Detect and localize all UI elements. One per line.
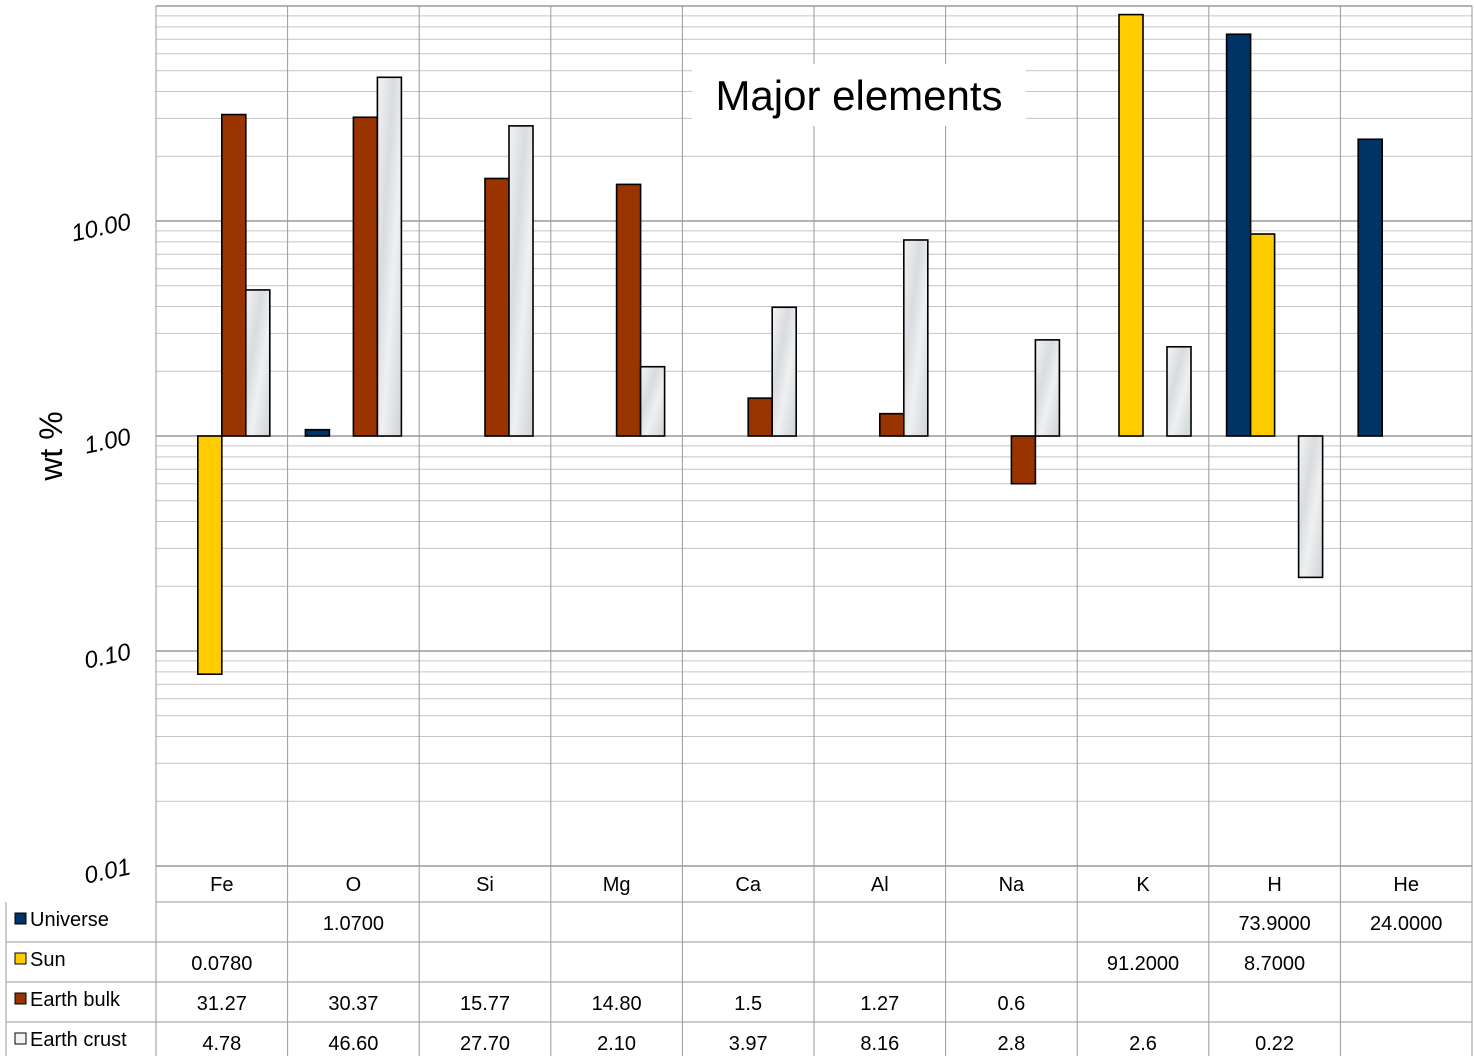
bar-earth-crust-ca [771,306,798,437]
bars [197,13,1383,675]
table-cell: 3.97 [729,1033,768,1055]
bar-earth-bulk-ca [747,397,774,437]
y-tick-label: 0.01 [82,853,133,889]
y-tick-label: 0.10 [82,638,134,674]
category-label: Na [999,874,1025,896]
bar-earth-crust-na [1034,339,1061,437]
table-cell: 91.2000 [1107,953,1179,975]
category-label: Al [871,874,889,896]
table-cell: 2.6 [1129,1033,1157,1055]
bar-earth-bulk-al [878,412,905,437]
table-cell: 24.0000 [1370,913,1442,935]
legend-key-earth-crust [14,1032,27,1045]
category-label: Mg [603,874,631,896]
legend-key-universe [14,912,27,925]
y-axis-title: wt % [33,411,69,481]
legend-key-sun [14,952,27,965]
chart-title: Major elements [715,72,1002,119]
bar-earth-bulk-na [1010,435,1037,485]
table-cell: 1.0700 [323,913,384,935]
data-table: Fe O Si Mg Ca Al Na K H He Universe 1.0700 73.9000 24… [5,6,1473,1056]
bar-earth-crust-o [376,76,403,437]
bar-earth-crust-fe [245,289,271,437]
chart-title-background [692,64,1026,126]
table-cell: 8.7000 [1244,953,1305,975]
table-cell: 73.9000 [1238,913,1310,935]
table-cell: 2.10 [597,1033,636,1055]
bar-universe-o [304,428,331,437]
category-label: He [1393,874,1419,896]
table-cell: 46.60 [328,1033,378,1055]
bar-earth-crust-h [1297,435,1324,579]
bar-earth-crust-mg [639,365,666,437]
table-cell: 0.22 [1255,1033,1294,1055]
legend-label: Sun [30,949,66,971]
bar-earth-bulk-mg [615,183,642,437]
legend-label: Universe [30,909,109,931]
bar-sun-k [1118,13,1144,437]
category-label: H [1267,874,1281,896]
legend-key-earth-bulk [14,992,27,1005]
table-cell: 30.37 [328,993,378,1015]
labels: Major elements wt % 10.00 1.00 0.10 0.01 [33,64,1026,890]
category-label: K [1136,874,1150,896]
bar-earth-crust-si [508,125,534,437]
bar-earth-bulk-si [484,177,510,437]
bar-earth-crust-k [1166,345,1192,437]
table-cell: 4.78 [202,1033,241,1055]
y-tick-label: 10.00 [69,208,134,247]
legend-label: Earth crust [30,1029,127,1051]
table-cell: 2.8 [997,1033,1025,1055]
table-cell: 15.77 [460,993,510,1015]
category-label: Si [476,874,494,896]
table-cell: 31.27 [197,993,247,1015]
table-cell: 1.27 [860,993,899,1015]
bar-sun-h [1249,233,1276,437]
table-cell: 0.0780 [191,953,252,975]
bar-earth-crust-al [902,239,929,437]
category-label: O [346,874,362,896]
category-label: Fe [210,874,233,896]
bar-earth-bulk-fe [221,113,247,437]
bar-sun-fe [197,435,223,675]
table-cell: 1.5 [734,993,762,1015]
bar-universe-he [1357,138,1383,437]
bar-universe-h [1225,33,1252,437]
bar-earth-bulk-o [352,116,379,437]
table-cell: 8.16 [860,1033,899,1055]
table-cell: 27.70 [460,1033,510,1055]
y-tick-label: 1.00 [82,423,134,459]
legend-label: Earth bulk [30,989,121,1011]
category-label: Ca [735,874,761,896]
table-cell: 14.80 [592,993,642,1015]
table-cell: 0.6 [997,993,1025,1015]
